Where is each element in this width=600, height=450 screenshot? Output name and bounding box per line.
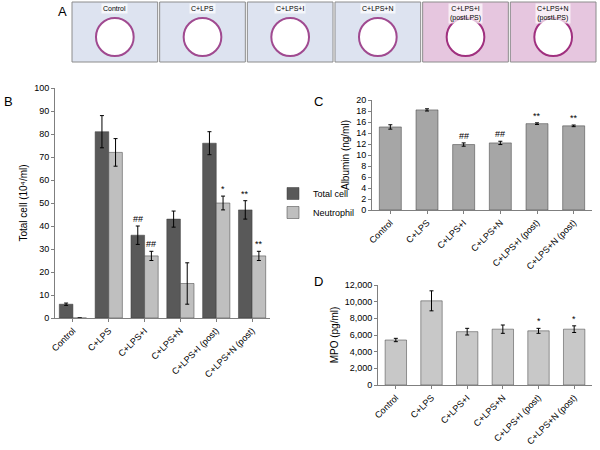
svg-text:10,000: 10,000 <box>345 297 373 307</box>
svg-text:6,000: 6,000 <box>350 330 373 340</box>
svg-text:2: 2 <box>361 194 366 204</box>
svg-text:C+LPS: C+LPS <box>191 5 214 12</box>
svg-text:C+LPS+N: C+LPS+N <box>362 5 394 12</box>
svg-text:C+LPS+I: C+LPS+I <box>276 5 304 12</box>
svg-text:100: 100 <box>34 83 49 93</box>
svg-text:C+LPS+N: C+LPS+N <box>472 393 508 429</box>
svg-text:**: ** <box>570 113 578 123</box>
svg-text:C+LPS+N: C+LPS+N <box>149 326 185 362</box>
svg-text:80: 80 <box>39 129 49 139</box>
svg-text:C+LPS+I: C+LPS+I <box>435 218 468 251</box>
svg-text:C+LPS+N (post): C+LPS+N (post) <box>525 393 579 447</box>
svg-text:C+LPS+N (post): C+LPS+N (post) <box>525 218 579 272</box>
svg-text:##: ## <box>459 131 469 141</box>
svg-text:Control: Control <box>103 5 126 12</box>
svg-text:C: C <box>314 94 323 109</box>
svg-text:B: B <box>4 94 13 109</box>
svg-text:*: * <box>572 314 576 324</box>
svg-text:16: 16 <box>356 117 366 127</box>
svg-text:*: * <box>537 316 541 326</box>
svg-text:C+LPS+I (post): C+LPS+I (post) <box>170 326 221 377</box>
svg-text:Total cell: Total cell <box>313 189 348 199</box>
svg-text:2,000: 2,000 <box>350 363 373 373</box>
svg-text:90: 90 <box>39 106 49 116</box>
svg-text:0: 0 <box>367 380 372 390</box>
svg-text:4,000: 4,000 <box>350 347 373 357</box>
svg-text:8,000: 8,000 <box>350 313 373 323</box>
svg-text:0: 0 <box>44 313 49 323</box>
svg-text:18: 18 <box>356 106 366 116</box>
svg-text:**: ** <box>533 111 541 121</box>
svg-text:C+LPS: C+LPS <box>404 218 431 245</box>
svg-text:C+LPS+I (post): C+LPS+I (post) <box>491 218 542 269</box>
svg-text:40: 40 <box>39 221 49 231</box>
svg-text:10: 10 <box>356 150 366 160</box>
svg-text:20: 20 <box>356 95 366 105</box>
svg-text:Total cell (10⁴/ml): Total cell (10⁴/ml) <box>18 164 29 241</box>
svg-text:C+LPS+N (post): C+LPS+N (post) <box>203 326 257 380</box>
svg-text:C+LPS+I: C+LPS+I <box>439 393 472 426</box>
svg-text:30: 30 <box>39 244 49 254</box>
svg-text:C+LPS+I (post): C+LPS+I (post) <box>492 393 543 444</box>
svg-text:Neutrophil: Neutrophil <box>313 208 354 218</box>
svg-text:##: ## <box>146 239 156 249</box>
svg-text:C+LPS+N(postLPS): C+LPS+N(postLPS) <box>537 5 569 22</box>
svg-text:14: 14 <box>356 128 366 138</box>
svg-text:**: ** <box>241 189 249 199</box>
svg-text:C+LPS+I: C+LPS+I <box>116 326 149 359</box>
svg-text:MPO (pg/ml): MPO (pg/ml) <box>329 307 340 364</box>
svg-text:##: ## <box>495 129 505 139</box>
svg-text:70: 70 <box>39 152 49 162</box>
svg-text:A: A <box>58 4 67 19</box>
svg-text:10: 10 <box>39 290 49 300</box>
svg-text:D: D <box>314 274 323 289</box>
svg-text:4: 4 <box>361 183 366 193</box>
svg-text:Albumin (ng/ml): Albumin (ng/ml) <box>340 120 351 190</box>
svg-text:C+LPS: C+LPS <box>409 393 436 420</box>
svg-text:*: * <box>221 184 225 194</box>
svg-text:6: 6 <box>361 172 366 182</box>
svg-text:C+LPS: C+LPS <box>86 326 113 353</box>
svg-text:12,000: 12,000 <box>345 280 373 290</box>
svg-text:Control: Control <box>50 326 78 354</box>
svg-text:12: 12 <box>356 139 366 149</box>
svg-text:50: 50 <box>39 198 49 208</box>
svg-text:0: 0 <box>361 205 366 215</box>
svg-text:C+LPS+N: C+LPS+N <box>469 218 505 254</box>
svg-text:**: ** <box>255 239 263 249</box>
svg-text:20: 20 <box>39 267 49 277</box>
svg-text:8: 8 <box>361 161 366 171</box>
svg-text:C+LPS+I(postLPS): C+LPS+I(postLPS) <box>450 5 481 22</box>
svg-text:Control: Control <box>373 393 401 421</box>
svg-text:##: ## <box>133 214 143 224</box>
svg-text:Control: Control <box>367 218 395 246</box>
svg-text:60: 60 <box>39 175 49 185</box>
